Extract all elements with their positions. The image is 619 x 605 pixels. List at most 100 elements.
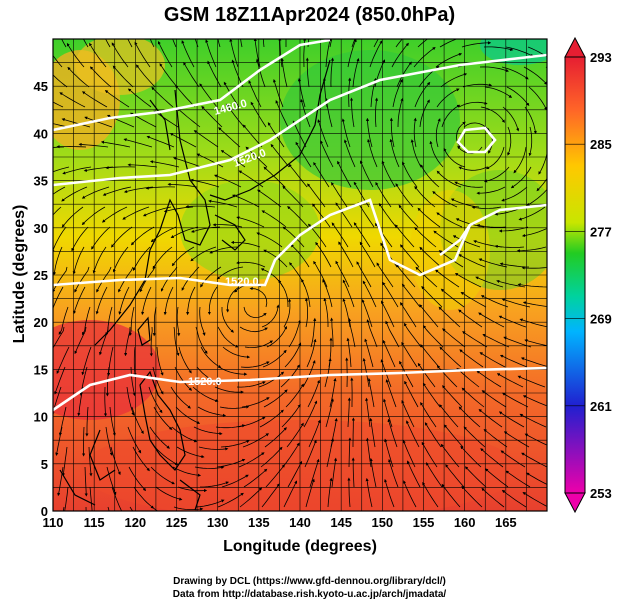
streamline <box>61 186 88 202</box>
streamline <box>338 241 354 268</box>
streamline <box>261 210 287 228</box>
streamline <box>520 357 547 367</box>
streamline <box>462 331 488 348</box>
streamline <box>307 379 320 408</box>
streamline <box>149 426 170 449</box>
streamline <box>242 433 270 448</box>
streamline <box>265 464 285 488</box>
streamline <box>163 286 174 316</box>
streamline <box>225 103 245 128</box>
streamline <box>463 426 486 448</box>
streamline <box>172 39 177 48</box>
streamline <box>311 203 331 228</box>
y-tick-label: 10 <box>34 410 48 425</box>
streamline <box>335 260 350 288</box>
streamline <box>292 120 307 148</box>
streamline <box>241 397 270 408</box>
streamline <box>365 437 372 468</box>
streamline <box>263 166 286 188</box>
streamline <box>303 400 318 428</box>
streamline <box>484 86 513 98</box>
streamline <box>236 261 266 268</box>
streamline <box>365 477 373 508</box>
streamline <box>102 186 132 196</box>
streamline <box>331 222 349 248</box>
streamline <box>305 478 315 508</box>
streamline <box>199 306 206 336</box>
streamline <box>275 100 289 128</box>
streamline <box>421 285 443 308</box>
streamline <box>503 431 530 448</box>
streamline <box>494 244 525 248</box>
colorbar-label: 277 <box>590 224 612 239</box>
streamline <box>456 367 480 388</box>
streamline <box>81 186 110 199</box>
streamline <box>436 212 463 228</box>
streamline <box>197 406 227 417</box>
streamline <box>300 98 311 128</box>
streamline <box>290 244 310 268</box>
streamline <box>352 57 360 88</box>
streamline <box>417 39 429 48</box>
chart-title: GSM 18Z11Apr2024 (850.0hPa) <box>163 4 456 26</box>
streamline <box>517 375 546 388</box>
streamline <box>214 386 244 394</box>
streamline <box>385 379 397 408</box>
streamline <box>157 40 173 68</box>
streamline <box>375 181 392 208</box>
plot-frame <box>52 38 548 512</box>
streamline <box>443 424 464 448</box>
streamline <box>526 472 547 485</box>
streamline <box>369 417 376 448</box>
streamline <box>330 57 334 88</box>
streamline <box>362 280 377 308</box>
streamline <box>454 181 484 188</box>
streamline <box>421 441 438 468</box>
streamline <box>307 183 326 208</box>
streamline <box>459 349 484 368</box>
streamline <box>239 487 263 508</box>
streamline <box>54 366 66 395</box>
streamline <box>419 304 439 328</box>
streamline <box>175 84 196 108</box>
streamline <box>342 279 355 308</box>
streamline <box>353 222 371 248</box>
streamline <box>401 341 418 368</box>
streamline <box>105 426 113 456</box>
streamline <box>134 41 151 68</box>
streamline <box>330 317 334 347</box>
streamline <box>221 307 234 333</box>
streamline <box>370 77 377 108</box>
streamline <box>58 306 69 335</box>
streamline <box>524 106 537 135</box>
streamline <box>61 39 67 48</box>
streamline <box>480 448 504 468</box>
streamline <box>551 87 565 111</box>
streamline <box>55 426 63 456</box>
streamline <box>176 446 205 459</box>
colorbar-label: 261 <box>590 399 612 414</box>
streamline <box>185 204 216 209</box>
streamline <box>82 306 91 336</box>
streamline <box>214 174 242 188</box>
streamline <box>243 306 267 319</box>
streamline <box>391 42 409 68</box>
contour-label: 1520.0 <box>188 376 222 388</box>
streamline <box>313 260 328 288</box>
streamline <box>501 186 528 202</box>
streamline <box>417 362 436 388</box>
streamline <box>261 304 280 328</box>
streamline <box>95 286 108 315</box>
streamline <box>479 66 510 72</box>
streamline <box>133 486 155 509</box>
streamline <box>61 206 84 228</box>
streamline <box>89 42 107 68</box>
streamline <box>442 328 466 348</box>
x-tick-label: 145 <box>330 515 352 530</box>
streamline <box>73 286 86 315</box>
colorbar <box>564 36 586 514</box>
streamline <box>218 127 241 148</box>
streamline <box>284 342 302 368</box>
streamline <box>471 205 502 210</box>
colorbar-label: 285 <box>590 137 612 152</box>
